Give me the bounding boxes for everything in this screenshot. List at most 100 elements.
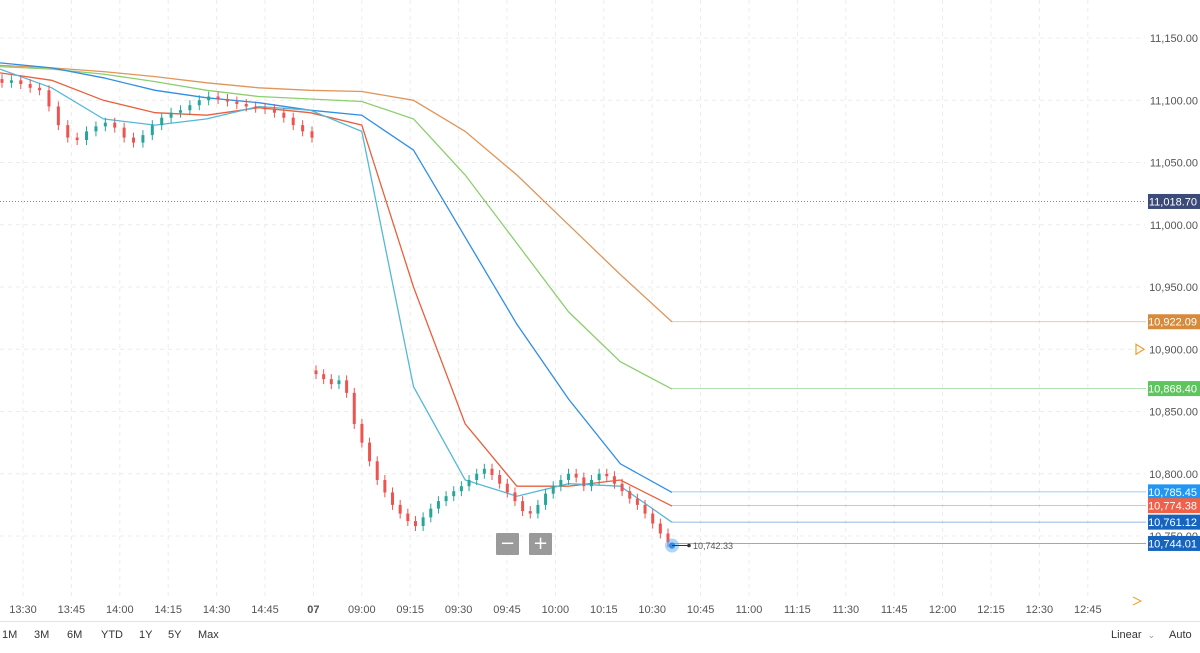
candle-body	[628, 491, 632, 499]
candle-body	[582, 477, 586, 487]
candle-body	[452, 491, 456, 497]
ma-line	[0, 68, 673, 523]
chart-canvas[interactable]: 11,150.00 11,100.00 11,050.00 11,000.00 10,9…	[0, 0, 1200, 621]
auto-scale-button[interactable]: Auto	[1169, 629, 1192, 641]
y-tick-label: 11,150.00	[1150, 33, 1198, 45]
candle-body	[47, 90, 51, 107]
x-tick-label: 14:15	[154, 604, 182, 616]
candle-body	[113, 122, 117, 128]
y-tick-label: 10,850.00	[1149, 407, 1198, 419]
value-guide-lines	[672, 321, 1146, 544]
scale-select[interactable]: Linear ⌄	[1111, 629, 1155, 641]
candle-body	[352, 392, 356, 424]
current-price-label: 11,018.70	[1149, 196, 1197, 208]
candle-body	[368, 442, 372, 462]
zoom-in-button[interactable]: +	[529, 533, 552, 555]
grid	[0, 0, 1146, 596]
candle-body	[235, 101, 239, 104]
ma-value-label: 10,868.40	[1148, 384, 1197, 396]
ma-value-label: 10,761.12	[1148, 517, 1197, 529]
x-tick-label: 12:30	[1026, 604, 1054, 616]
future-marker-icon	[1132, 596, 1143, 606]
candle-body	[272, 108, 276, 113]
range-6m-button[interactable]: 6M	[67, 629, 83, 641]
ma-value-label: 10,785.45	[1148, 487, 1197, 499]
ma-line	[0, 62, 673, 493]
candle-body	[19, 80, 23, 85]
candlesticks	[0, 74, 670, 548]
candle-body	[482, 468, 486, 474]
candle-body	[38, 87, 42, 91]
ma-line	[0, 65, 673, 390]
candle-body	[620, 483, 624, 492]
candle-body	[528, 511, 532, 514]
ma-value-label-bg	[1148, 381, 1200, 397]
candle-body	[391, 492, 395, 505]
candle-body	[178, 110, 182, 113]
candle-body	[160, 117, 164, 126]
range-5y-button[interactable]: 5Y	[168, 629, 182, 641]
range-3m-button[interactable]: 3M	[34, 629, 50, 641]
alert-triangle-icon	[1135, 343, 1146, 356]
x-tick-label: 10:15	[590, 604, 618, 616]
candle-body	[329, 379, 333, 385]
last-price-connector-end	[687, 543, 691, 548]
candle-body	[188, 105, 192, 111]
range-max-button[interactable]: Max	[198, 629, 219, 641]
chevron-down-icon: ⌄	[1147, 630, 1156, 640]
x-tick-label: 12:45	[1074, 604, 1102, 616]
moving-average-lines	[0, 62, 673, 523]
candle-body	[282, 112, 286, 118]
candle-body	[225, 99, 229, 102]
candle-body	[66, 125, 70, 138]
candle-body	[197, 100, 201, 106]
last-value-label-bg	[1148, 535, 1200, 551]
candle-body	[254, 106, 258, 108]
candle-body	[398, 504, 402, 514]
candle-body	[291, 117, 295, 126]
range-1y-button[interactable]: 1Y	[139, 629, 153, 641]
last-value-label: 10,744.01	[1148, 538, 1197, 550]
candle-body	[216, 96, 220, 100]
candle-body	[436, 501, 440, 509]
x-tick-label: 11:45	[881, 604, 908, 616]
candle-body	[301, 125, 305, 132]
candle-body	[490, 468, 494, 475]
candle-body	[567, 473, 571, 480]
y-tick-label: 11,100.00	[1150, 95, 1198, 107]
scale-select-label: Linear	[1111, 629, 1142, 641]
ma-value-label-bg	[1148, 484, 1200, 500]
candle-body	[56, 106, 60, 126]
y-tick-label: 10,950.00	[1149, 282, 1198, 294]
candle-body	[360, 423, 364, 443]
x-tick-label: 09:15	[396, 604, 424, 616]
range-ytd-button[interactable]: YTD	[101, 629, 123, 641]
candle-body	[513, 492, 517, 502]
candle-body	[536, 504, 540, 514]
x-tick-label: 09:45	[493, 604, 521, 616]
zoom-out-button[interactable]: −	[496, 533, 519, 555]
range-1m-button[interactable]: 1M	[2, 629, 18, 641]
candle-body	[544, 493, 548, 505]
candle-body	[94, 126, 98, 132]
candle-body	[589, 479, 593, 487]
candle-body	[406, 513, 410, 522]
x-tick-label: 10:00	[542, 604, 570, 616]
candle-body	[337, 380, 341, 385]
candle-body	[263, 107, 267, 110]
x-tick-label: 13:45	[58, 604, 86, 616]
x-tick-label: 13:30	[9, 604, 37, 616]
candle-body	[658, 523, 662, 534]
ma-value-label-bg	[1148, 314, 1200, 330]
candle-body	[150, 125, 154, 136]
last-price-value: 10,742.33	[693, 541, 733, 551]
candle-body	[85, 131, 89, 141]
x-tick-label: 11:15	[784, 604, 811, 616]
candle-body	[498, 474, 502, 484]
ma-value-label: 10,922.09	[1148, 317, 1197, 329]
candle-body	[666, 533, 670, 543]
y-tick-label: 11,050.00	[1150, 158, 1198, 170]
candle-body	[310, 131, 314, 138]
candle-body	[475, 473, 479, 480]
candle-body	[444, 496, 448, 502]
